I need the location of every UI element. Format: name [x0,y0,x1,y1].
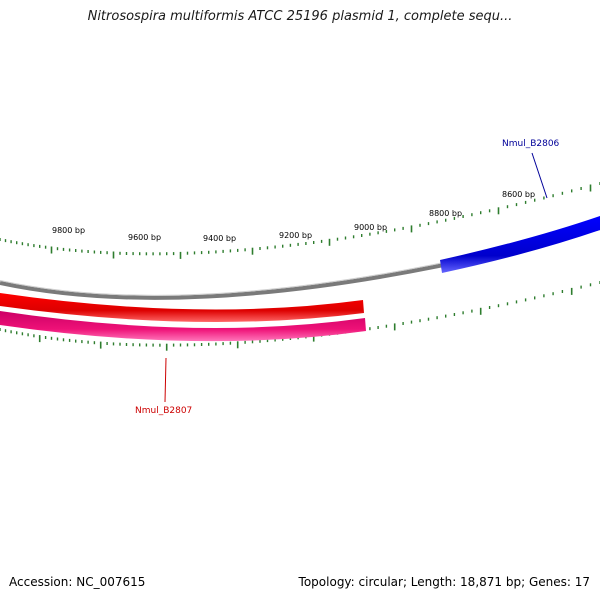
tick-label-9800: 9800 bp [52,226,85,235]
tick-labels: 9800 bp 9600 bp 9400 bp 9200 bp 9000 bp … [52,190,535,243]
tick-label-8600: 8600 bp [502,190,535,199]
tick-label-9400: 9400 bp [203,234,236,243]
tick-label-9600: 9600 bp [128,233,161,242]
outer-tick-ring [0,182,600,259]
topology-summary: Topology: circular; Length: 18,871 bp; G… [298,575,590,589]
tick-label-9000: 9000 bp [354,223,387,232]
tick-label-9200: 9200 bp [279,231,312,240]
gene-nmul-b2807-red[interactable] [0,293,364,322]
accession-label: Accession: NC_007615 [9,575,146,589]
inner-tick-ring [0,281,600,351]
gene-label-nmul-b2806[interactable]: Nmul_B2806 [502,139,560,149]
gene-label-nmul-b2807[interactable]: Nmul_B2807 [135,406,192,416]
gene-nmul-b2806[interactable] [440,152,600,273]
tick-label-8800: 8800 bp [429,209,462,218]
page-title: Nitrosospira multiformis ATCC 25196 plas… [87,9,513,24]
gene-nmul-b2807[interactable] [0,311,366,403]
